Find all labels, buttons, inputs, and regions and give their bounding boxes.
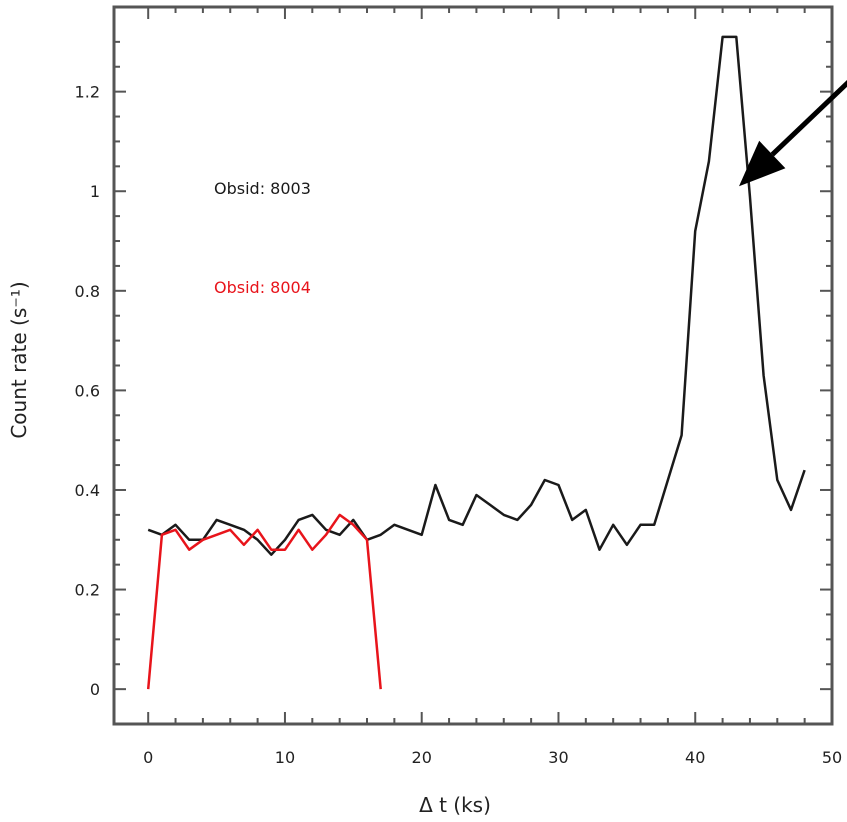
x-tick-label: 50 (822, 748, 842, 767)
series-lines (146, 35, 806, 690)
series-line-obsid-8003 (147, 35, 806, 556)
y-tick-label: 1 (90, 182, 100, 201)
y-tick-label: 0.8 (75, 282, 100, 301)
y-tick-label: 0 (90, 680, 100, 699)
annotation-arrow (739, 80, 847, 187)
arrow-shaft (770, 80, 847, 157)
x-tick-labels: 0 10 20 30 40 50 (143, 748, 842, 767)
x-tick-label: 40 (685, 748, 705, 767)
y-tick-label: 0.4 (75, 481, 100, 500)
series-line-obsid-8004 (146, 513, 382, 690)
x-tick-label: 10 (275, 748, 295, 767)
legend-entry-obsid-8004: Obsid: 8004 (214, 278, 311, 297)
y-tick-labels: 0 0.2 0.4 0.6 0.8 1 1.2 (75, 83, 100, 699)
y-tick-label: 0.2 (75, 581, 100, 600)
x-tick-label: 0 (143, 748, 153, 767)
arrow-head (739, 140, 786, 187)
legend-entry-obsid-8003: Obsid: 8003 (214, 179, 311, 198)
y-tick-label: 0.6 (75, 381, 100, 400)
plot-frame (112, 5, 834, 726)
y-tick-label: 1.2 (75, 83, 100, 102)
x-tick-label: 20 (412, 748, 432, 767)
x-axis-title: Δ t (ks) (419, 793, 491, 817)
y-axis-title: Count rate (s⁻¹) (7, 281, 31, 438)
x-tick-label: 30 (548, 748, 568, 767)
axis-ticks (114, 7, 833, 724)
